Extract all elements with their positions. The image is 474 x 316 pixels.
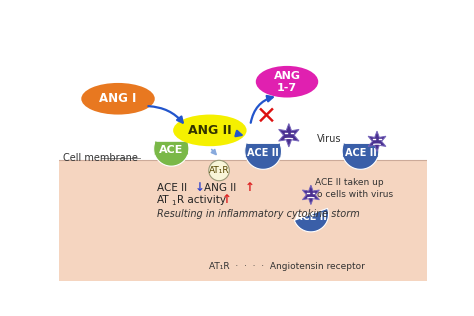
Text: AT: AT [156,195,169,205]
Text: ↑: ↑ [222,193,232,206]
Polygon shape [154,141,189,166]
Text: ANG II: ANG II [188,124,232,137]
Polygon shape [246,143,249,157]
Text: ANG II: ANG II [204,183,237,192]
Polygon shape [343,143,346,157]
Text: ACE: ACE [159,145,183,155]
Text: ✕: ✕ [256,105,277,129]
Polygon shape [302,185,319,204]
Polygon shape [294,208,328,232]
Text: ACE II: ACE II [247,148,279,157]
Text: ↓: ↓ [195,181,205,194]
Polygon shape [368,131,386,152]
Text: AT₁R: AT₁R [209,166,229,175]
Polygon shape [277,143,281,157]
Text: ACE II: ACE II [345,148,376,157]
Ellipse shape [82,83,155,115]
Polygon shape [374,143,378,157]
Ellipse shape [209,160,229,181]
Polygon shape [342,143,379,169]
Ellipse shape [173,115,246,146]
Ellipse shape [256,66,318,98]
Text: R activity: R activity [177,195,226,205]
Polygon shape [245,143,282,169]
Polygon shape [279,124,299,147]
Text: 1: 1 [171,200,176,206]
Text: ACE II: ACE II [295,212,327,222]
Text: AT₁R  ·  ·  ·  ·  Angiotensin receptor: AT₁R · · · · Angiotensin receptor [209,262,365,271]
Text: Resulting in inflammatory cytokine storm: Resulting in inflammatory cytokine storm [156,209,359,219]
Text: Virus: Virus [317,134,341,144]
Text: Cell membrane: Cell membrane [63,153,138,163]
Polygon shape [185,141,188,155]
Bar [59,160,427,281]
Text: ANG
1-7: ANG 1-7 [273,71,301,93]
Polygon shape [155,141,158,155]
Text: ACE II: ACE II [156,183,187,192]
Text: ↑: ↑ [245,181,255,194]
Text: ACE II taken up
into cells with virus: ACE II taken up into cells with virus [305,178,393,199]
Text: ANG I: ANG I [100,92,137,105]
